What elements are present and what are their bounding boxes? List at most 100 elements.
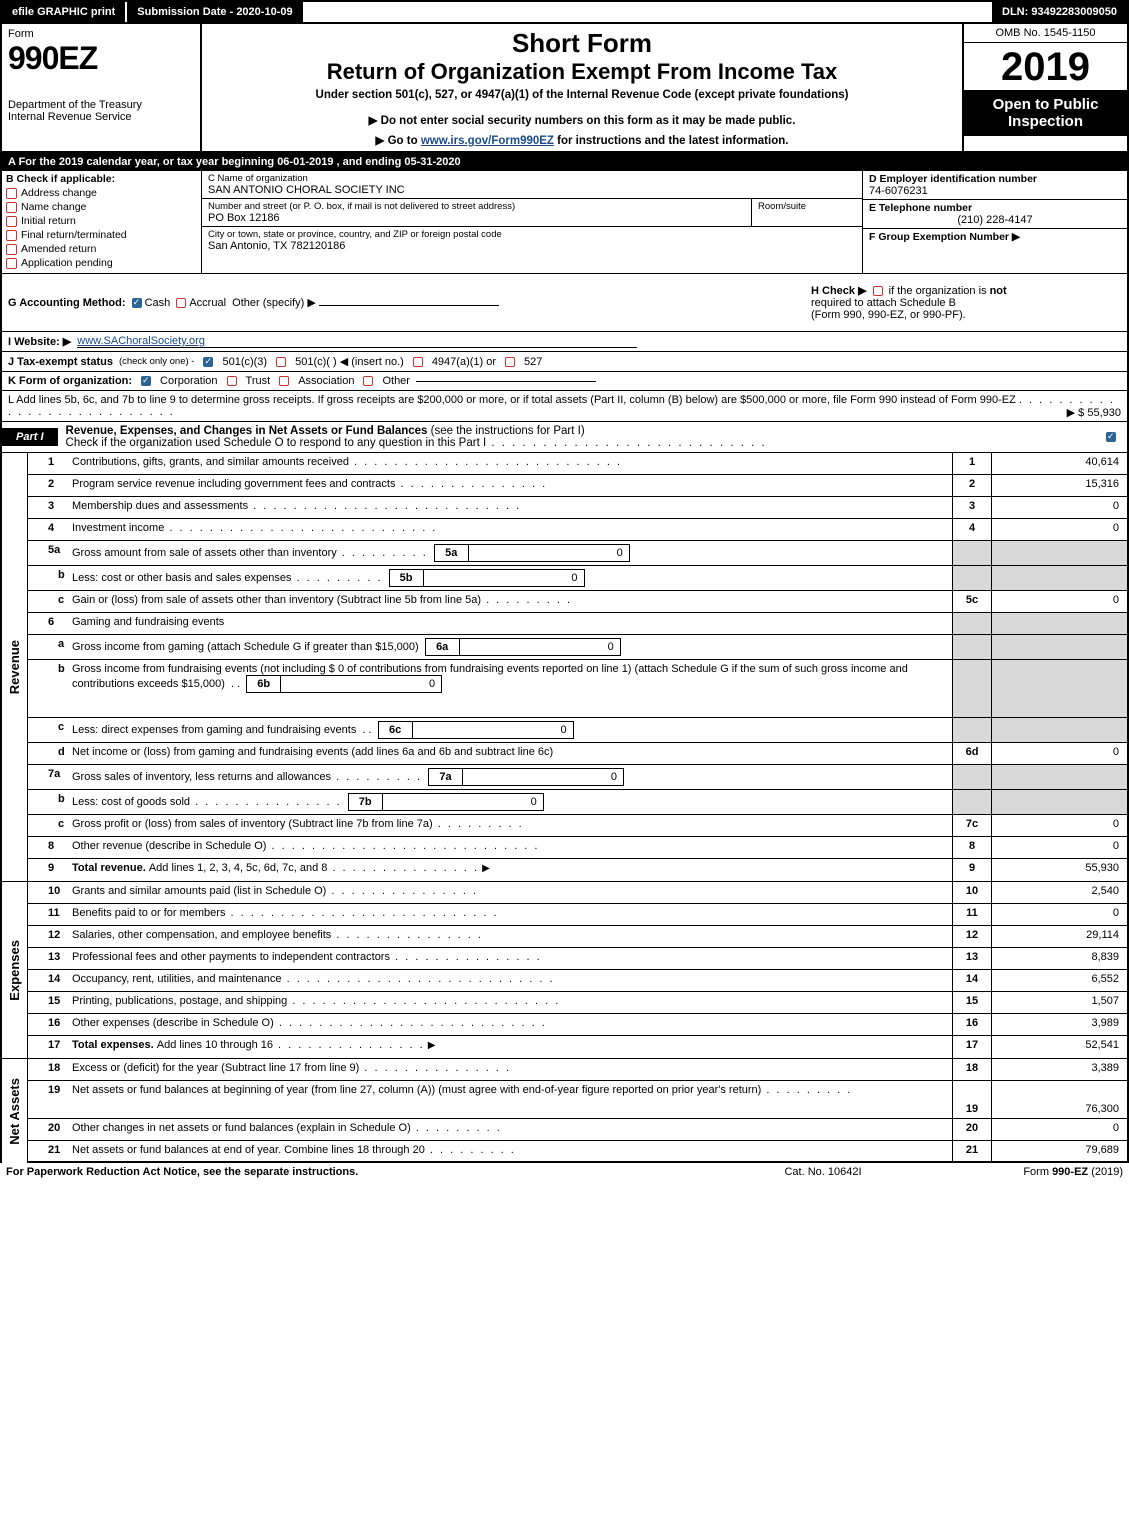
part1-tab: Part I [2,428,58,446]
i-label: I Website: ▶ [8,335,71,348]
chk-amended-return[interactable]: Amended return [6,243,197,255]
line-6d-val: 0 [992,743,1127,764]
line-7a-desc: Gross sales of inventory, less returns a… [68,765,952,789]
chk-trust[interactable] [227,376,237,386]
chk-address-change[interactable]: Address change [6,187,197,199]
line-a-tax-year: A For the 2019 calendar year, or tax yea… [0,153,1129,171]
chk-4947[interactable] [413,357,423,367]
goto-post: for instructions and the latest informat… [554,135,789,147]
line-15-rnum: 15 [952,992,992,1013]
line-10-num: 10 [28,882,68,903]
line-19-rnum: 19 [952,1081,992,1118]
chk-initial-return[interactable]: Initial return [6,215,197,227]
part1-table: Revenue 1Contributions, gifts, grants, a… [0,453,1129,1163]
side-label-expenses: Expenses [2,882,28,1058]
line-6-val [992,613,1127,634]
line-6d-rnum: 6d [952,743,992,764]
chk-other-org[interactable] [363,376,373,386]
tax-year: 2019 [964,43,1127,90]
line-6b-rnum [952,660,992,717]
chk-h[interactable] [873,286,883,296]
line-16-rnum: 16 [952,1014,992,1035]
line-2-num: 2 [28,475,68,496]
org-city: San Antonio, TX 782120186 [208,240,856,252]
chk-corp[interactable] [141,376,151,386]
irs-link[interactable]: www.irs.gov/Form990EZ [421,135,554,147]
line-19-num: 19 [28,1081,68,1118]
chk-name-change[interactable]: Name change [6,201,197,213]
line-18-val: 3,389 [992,1059,1127,1080]
box-c-label: C Name of organization [208,173,856,184]
chk-527[interactable] [505,357,515,367]
line-12-rnum: 12 [952,926,992,947]
efile-print-button[interactable]: efile GRAPHIC print [2,2,127,22]
line-6-desc: Gaming and fundraising events [68,613,952,634]
line-1-rnum: 1 [952,453,992,474]
form-word: Form [8,28,194,40]
line-11-val: 0 [992,904,1127,925]
line-7b-val [992,790,1127,814]
ein-value: 74-6076231 [869,185,1121,197]
line-6a-num: a [28,635,68,659]
line-5b-num: b [28,566,68,590]
part1-header: Part I Revenue, Expenses, and Changes in… [0,422,1129,453]
title-short-form: Short Form [210,28,954,59]
line-5b-rnum [952,566,992,590]
chk-application-pending[interactable]: Application pending [6,257,197,269]
line-12-val: 29,114 [992,926,1127,947]
chk-assoc[interactable] [279,376,289,386]
org-address: PO Box 12186 [208,212,745,224]
line-21-num: 21 [28,1141,68,1161]
chk-501c[interactable] [276,357,286,367]
line-20-desc: Other changes in net assets or fund bala… [68,1119,952,1140]
box-d-label: D Employer identification number [869,173,1121,185]
h-label: H Check ▶ [811,285,867,297]
line-6c-desc: Less: direct expenses from gaming and fu… [68,718,952,742]
line-11-num: 11 [28,904,68,925]
line-18-desc: Excess or (deficit) for the year (Subtra… [68,1059,952,1080]
line-5a-val [992,541,1127,565]
footer-right: Form 990-EZ (2019) [923,1166,1123,1178]
chk-final-return[interactable]: Final return/terminated [6,229,197,241]
header-middle: Short Form Return of Organization Exempt… [202,24,962,151]
line-20-rnum: 20 [952,1119,992,1140]
line-8-rnum: 8 [952,837,992,858]
line-18-num: 18 [28,1059,68,1080]
line-15-desc: Printing, publications, postage, and shi… [68,992,952,1013]
line-6d-desc: Net income or (loss) from gaming and fun… [68,743,952,764]
line-g-h: G Accounting Method: Cash Accrual Other … [0,274,1129,332]
l-text: L Add lines 5b, 6c, and 7b to line 9 to … [8,394,1016,406]
line-5c-desc: Gain or (loss) from sale of assets other… [68,591,952,612]
line-6-rnum [952,613,992,634]
line-6d-num: d [28,743,68,764]
footer-left: For Paperwork Reduction Act Notice, see … [6,1166,723,1178]
open-public-inspection: Open to Public Inspection [964,90,1127,136]
other-specify-field[interactable] [319,305,499,306]
line-5a-num: 5a [28,541,68,565]
line-5c-val: 0 [992,591,1127,612]
website-link[interactable]: www.SAChoralSociety.org [77,335,637,348]
line-6a-val [992,635,1127,659]
line-13-num: 13 [28,948,68,969]
line-6c-rnum [952,718,992,742]
l-amount: ▶ $ 55,930 [1067,406,1121,419]
line-5b-desc: Less: cost or other basis and sales expe… [68,566,952,590]
line-2-rnum: 2 [952,475,992,496]
part1-title: Revenue, Expenses, and Changes in Net As… [58,422,775,452]
line-5a-desc: Gross amount from sale of assets other t… [68,541,952,565]
chk-cash[interactable] [132,298,142,308]
line-2-desc: Program service revenue including govern… [68,475,952,496]
chk-501c3[interactable] [203,357,213,367]
line-3-desc: Membership dues and assessments [68,497,952,518]
line-9-num: 9 [28,859,68,881]
box-def: D Employer identification number 74-6076… [862,171,1127,273]
title-main: Return of Organization Exempt From Incom… [210,59,954,85]
part1-checkbox[interactable] [1103,431,1127,443]
line-20-num: 20 [28,1119,68,1140]
line-17-val: 52,541 [992,1036,1127,1058]
line-19-desc: Net assets or fund balances at beginning… [68,1081,952,1118]
other-org-field[interactable] [416,381,596,382]
chk-accrual[interactable] [176,298,186,308]
line-4-num: 4 [28,519,68,540]
line-21-desc: Net assets or fund balances at end of ye… [68,1141,952,1161]
